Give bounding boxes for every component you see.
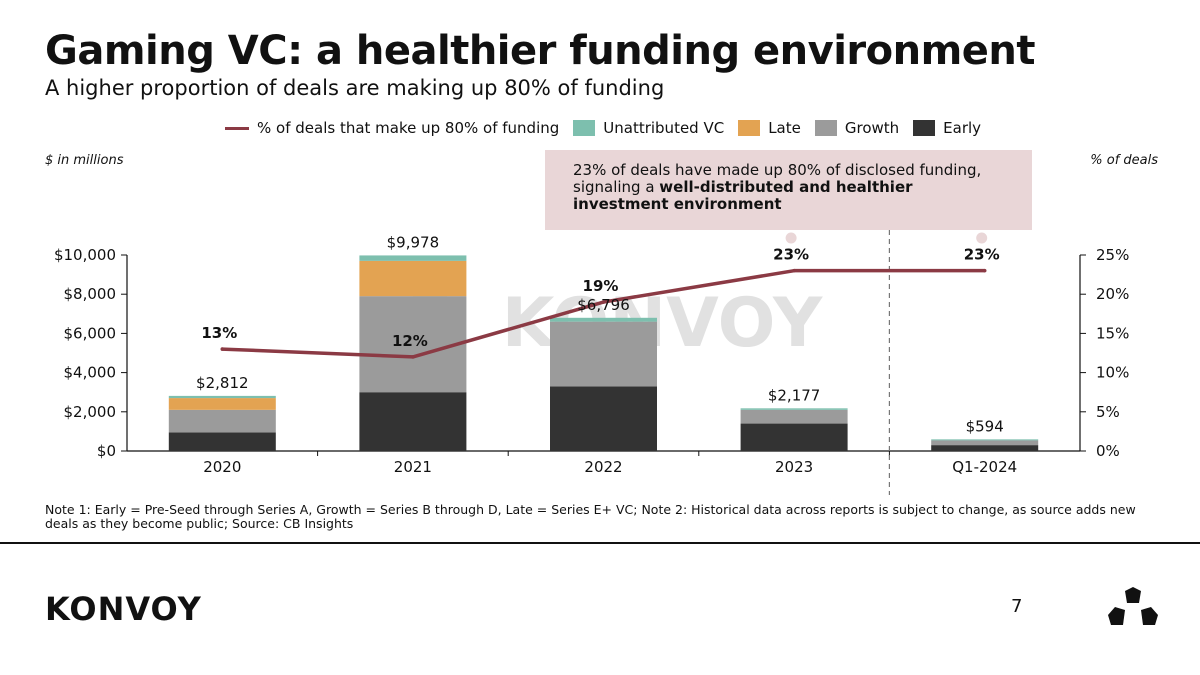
y-tick-label: $2,000 [64,403,117,421]
watermark-text: KONVOY [502,284,823,363]
page-title: Gaming VC: a healthier funding environme… [45,28,1036,74]
legend-line-swatch [225,126,249,130]
legend-swatch-unattributed [573,120,596,136]
legend-item-late: Late [738,119,801,137]
callout-emphasis: well-distributed and healthier investmen… [573,178,913,213]
bar-unattributed-vc-2022 [550,317,657,322]
chart-labels: $2,812 $9,978 $6,796 $2,177 $594 13% 12% 19% 23%… [196,232,1004,435]
deal-share-point [792,268,796,273]
bar-early-2023 [740,423,848,451]
line-value-label: 12% [392,332,428,350]
line-value-label: 23% [964,246,1000,264]
bar-growth-2021 [359,296,467,393]
chart-line [220,268,987,359]
funding-chart: KONVOY $0 $2,000 $4,000 $6,000 $8,000 $10,000… [54,230,1129,495]
y-tick-label: $4,000 [64,364,117,382]
page-number: 7 [1011,596,1023,617]
page-subtitle: A higher proportion of deals are making … [45,76,665,100]
right-axis-caption: % of deals [1090,153,1158,168]
callout-connector-dot [785,232,797,244]
deal-share-point [220,347,225,351]
bar-unattributed-vc-2023 [740,408,848,410]
bar-late-2020 [168,398,276,410]
legend-swatch-early [913,120,936,136]
y2-tick-label: 10% [1096,364,1129,382]
bar-growth-2022 [550,321,657,387]
y2-tick-label: 25% [1096,246,1129,264]
legend-item-early: Early [913,119,981,137]
legend-swatch-late [738,120,761,136]
bar-unattributed-vc-q1-2024 [931,439,1039,441]
bar-early-2022 [550,386,657,451]
bar-total-label: $594 [966,417,1004,435]
y2-tick-label: 5% [1096,403,1120,421]
bar-growth-2020 [168,409,276,433]
chart-axes: $0 $2,000 $4,000 $6,000 $8,000 $10,000 0% 5% 10%… [54,230,1129,495]
y2-tick-label: 0% [1096,442,1120,460]
legend-item-line: % of deals that make up 80% of funding [225,119,559,137]
bar-total-label: $9,978 [387,233,440,251]
konvoy-logo-icon [1108,587,1158,625]
line-value-label: 19% [583,277,619,295]
x-tick-label: 2021 [394,458,432,476]
y-tick-label: $8,000 [64,285,117,303]
legend-label-early: Early [943,119,982,137]
deal-share-point [601,300,606,304]
line-value-label: 23% [773,246,809,264]
bar-total-label: $2,177 [768,386,821,404]
y-tick-label: $0 [97,442,116,460]
legend-label-unattributed: Unattributed VC [603,119,725,137]
bar-early-2020 [168,432,276,451]
chart-bars [168,255,1039,451]
y2-tick-label: 20% [1096,285,1129,303]
y-tick-label: $6,000 [64,324,117,342]
footnote: Note 1: Early = Pre-Seed through Series … [45,502,1136,531]
deal-share-point [411,355,415,359]
y-tick-label: $10,000 [54,246,116,264]
legend-swatch-growth [814,120,837,136]
line-value-label: 13% [201,324,237,342]
bar-early-2021 [359,392,467,451]
legend-item-unattributed: Unattributed VC [573,119,724,137]
deal-share-point [982,268,987,273]
bar-total-label: $6,796 [577,296,630,314]
callout-connector-dot [976,232,988,244]
callout-text: 23% of deals have made up 80% of disclos… [573,161,982,196]
bar-growth-q1-2024 [931,440,1039,446]
x-tick-label: 2022 [584,458,622,476]
legend-item-growth: Growth [814,119,900,137]
left-axis-caption: $ in millions [45,153,124,168]
bar-late-2021 [359,260,467,297]
legend-label-growth: Growth [844,119,900,137]
callout-box: 23% of deals have made up 80% of disclos… [545,150,1032,230]
bar-total-label: $2,812 [196,374,249,392]
x-tick-label: Q1-2024 [952,458,1017,476]
footer-divider [0,542,1200,544]
x-tick-label: 2023 [775,458,813,476]
y2-tick-label: 15% [1096,324,1129,342]
bar-growth-2023 [740,409,848,424]
legend-label-line: % of deals that make up 80% of funding [257,119,560,137]
bar-unattributed-vc-2021 [359,255,467,261]
chart-legend: % of deals that make up 80% of funding U… [225,118,995,138]
bar-unattributed-vc-2020 [168,395,276,399]
bar-early-q1-2024 [931,445,1039,451]
x-tick-label: 2020 [203,458,241,476]
brand-wordmark: KONVOY [45,590,202,628]
legend-label-late: Late [768,119,801,137]
